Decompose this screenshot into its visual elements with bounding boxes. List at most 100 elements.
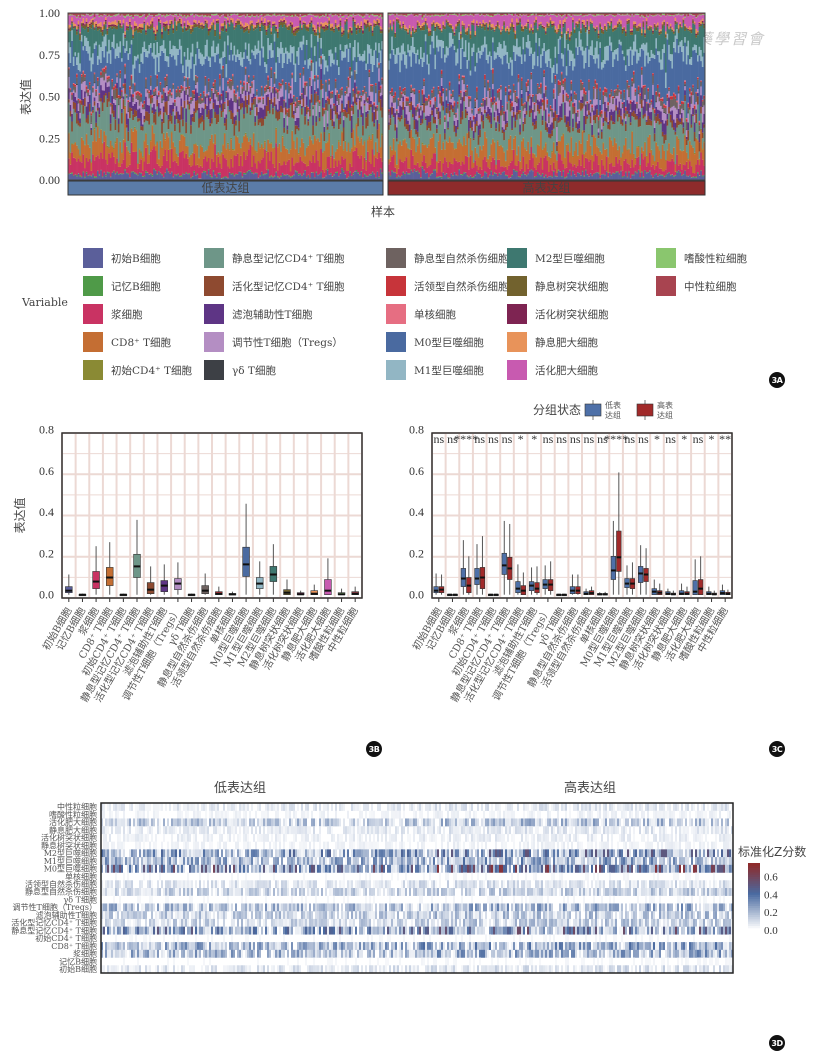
bar-segment bbox=[174, 59, 176, 100]
bar-segment bbox=[196, 14, 199, 16]
bar-segment bbox=[137, 168, 140, 175]
bar-segment bbox=[74, 102, 77, 113]
bar-segment bbox=[312, 13, 315, 15]
bar-segment bbox=[113, 110, 115, 118]
bar-segment bbox=[241, 27, 244, 29]
bar-segment bbox=[305, 44, 308, 82]
bar-segment bbox=[304, 16, 307, 22]
bar-segment bbox=[358, 175, 361, 180]
bar-segment bbox=[254, 27, 257, 30]
bar-segment bbox=[259, 176, 262, 180]
bar-segment bbox=[172, 13, 175, 16]
bar-segment bbox=[188, 25, 191, 29]
bar-segment bbox=[214, 134, 217, 145]
bar-segment bbox=[114, 48, 117, 59]
bar-segment bbox=[129, 154, 131, 165]
bar-segment bbox=[201, 13, 204, 15]
bar-segment bbox=[243, 82, 246, 86]
bar-segment bbox=[138, 149, 141, 164]
bar-segment bbox=[124, 52, 127, 64]
bar-segment bbox=[88, 27, 91, 47]
bar-segment bbox=[339, 22, 342, 26]
bar-segment bbox=[199, 103, 202, 113]
bar-segment bbox=[175, 21, 178, 26]
bar-segment bbox=[127, 111, 130, 113]
bar-segment bbox=[124, 78, 127, 84]
bar-segment bbox=[156, 74, 159, 76]
bar-segment bbox=[145, 111, 148, 121]
bar-segment bbox=[186, 146, 189, 159]
bar-segment bbox=[281, 85, 284, 97]
sample-bar bbox=[313, 13, 316, 180]
bar-segment bbox=[246, 136, 249, 138]
bar-segment bbox=[307, 175, 310, 180]
bar-segment bbox=[304, 28, 307, 61]
sample-bar bbox=[244, 13, 247, 180]
bar-segment bbox=[286, 51, 289, 64]
bar-segment bbox=[183, 15, 186, 17]
bar-segment bbox=[291, 53, 294, 73]
bar-segment bbox=[180, 176, 183, 180]
bar-segment bbox=[153, 17, 156, 28]
bar-segment bbox=[256, 48, 258, 55]
bar-segment bbox=[354, 171, 356, 180]
bar-segment bbox=[323, 26, 326, 29]
bar-segment bbox=[320, 16, 323, 17]
bar-segment bbox=[175, 65, 178, 90]
bar-segment bbox=[281, 80, 284, 82]
bar-segment bbox=[196, 173, 199, 175]
bar-segment bbox=[257, 96, 260, 99]
bar-segment bbox=[191, 152, 194, 154]
bar-segment bbox=[98, 26, 101, 28]
bar-segment bbox=[188, 28, 191, 60]
bar-segment bbox=[278, 48, 281, 63]
bar-segment bbox=[121, 108, 123, 113]
bar-segment bbox=[122, 96, 125, 100]
bar-segment bbox=[122, 87, 125, 97]
bar-segment bbox=[129, 177, 131, 180]
bar-segment bbox=[141, 23, 144, 28]
bar-segment bbox=[154, 36, 157, 41]
bar-segment bbox=[76, 57, 78, 65]
bar-segment bbox=[276, 14, 279, 16]
bar-segment bbox=[286, 16, 289, 26]
bar-segment bbox=[90, 24, 93, 29]
bar-segment bbox=[103, 36, 106, 58]
bar-segment bbox=[108, 28, 111, 40]
bar-segment bbox=[158, 116, 160, 159]
bar-segment bbox=[297, 152, 300, 155]
bar-segment bbox=[211, 134, 213, 159]
bar-segment bbox=[310, 172, 313, 173]
bar-segment bbox=[276, 120, 279, 147]
bar-segment bbox=[235, 102, 238, 116]
bar-segment bbox=[96, 107, 99, 111]
bar-segment bbox=[265, 29, 268, 32]
bar-segment bbox=[92, 64, 95, 87]
bar-segment bbox=[114, 163, 117, 174]
bar-segment bbox=[325, 13, 328, 16]
bar-segment bbox=[185, 59, 188, 78]
bar-segment bbox=[362, 135, 365, 145]
bar-segment bbox=[113, 170, 115, 172]
bar-segment bbox=[349, 163, 352, 172]
sample-bar bbox=[201, 13, 204, 180]
bar-segment bbox=[117, 166, 120, 174]
bar-segment bbox=[350, 110, 353, 116]
bar-segment bbox=[276, 177, 279, 180]
bar-segment bbox=[161, 13, 164, 16]
bar-segment bbox=[191, 26, 194, 28]
bar-segment bbox=[222, 23, 225, 27]
bar-segment bbox=[264, 173, 266, 175]
bar-segment bbox=[225, 91, 228, 93]
bar-segment bbox=[333, 174, 336, 176]
bar-segment bbox=[140, 33, 143, 54]
bar-segment bbox=[309, 13, 311, 15]
bar-segment bbox=[196, 13, 199, 15]
bar-segment bbox=[241, 88, 244, 93]
bar-segment bbox=[135, 13, 138, 15]
bar-segment bbox=[193, 80, 196, 90]
bar-segment bbox=[193, 111, 196, 123]
bar-segment bbox=[162, 23, 165, 26]
bar-segment bbox=[329, 98, 332, 99]
bar-segment bbox=[296, 98, 299, 107]
